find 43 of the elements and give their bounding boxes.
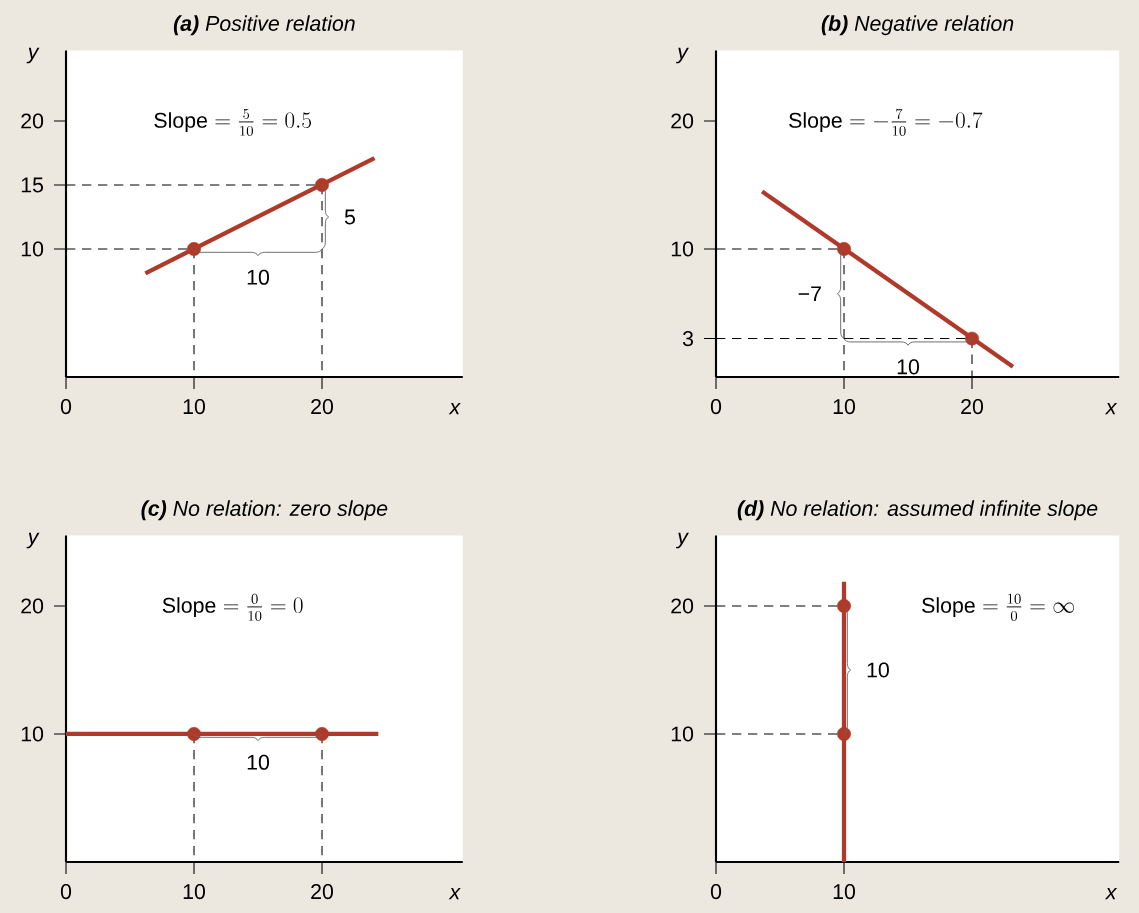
y-tick-label: 20 — [671, 113, 694, 129]
annotation: 10 — [247, 754, 270, 770]
x-tick-label: 20 — [311, 399, 334, 415]
chart-title: (c) No relation: zero slope — [141, 500, 388, 521]
y-tick-label: 20 — [21, 113, 44, 129]
y-axis-title: y — [676, 47, 689, 64]
y-tick-label: 10 — [21, 726, 44, 742]
x-tick-label: 0 — [710, 884, 722, 900]
annotation: 10 — [867, 662, 889, 678]
x-tick-label: 10 — [833, 884, 856, 900]
x-axis-title: x — [448, 403, 461, 415]
x-axis-title: x — [448, 888, 461, 900]
y-tick-label: 20 — [21, 598, 44, 614]
y-tick-label: 10 — [671, 726, 694, 742]
annotation: $\mathrm{Slope} = \frac{5}{10} = 0.5$ — [154, 108, 311, 136]
y-axis-title: y — [676, 532, 689, 549]
chart-title: (d) No relation: assumed infinite slope — [737, 500, 1098, 521]
x-axis-title: x — [1104, 403, 1118, 415]
y-axis-title: y — [26, 47, 40, 64]
annotation: $\mathrm{Slope} = -\frac{7}{10} = -0.7$ — [789, 108, 983, 136]
chart-title: (b) Negative relation — [821, 15, 1014, 36]
annotation: 10 — [897, 359, 920, 375]
y-tick-label: 3 — [682, 331, 694, 347]
y-axis-title: y — [26, 532, 40, 549]
annotation: 5 — [344, 209, 356, 225]
x-axis-title: x — [1104, 888, 1118, 900]
annotation: −7 — [798, 286, 821, 302]
annotation: $\mathrm{Slope} = \frac{0}{10} = 0$ — [162, 593, 303, 621]
y-tick-label: 10 — [671, 241, 694, 257]
x-tick-label: 0 — [60, 884, 72, 900]
x-tick-label: 20 — [961, 399, 984, 415]
x-tick-label: 10 — [833, 399, 856, 415]
x-tick-label: 10 — [183, 399, 206, 415]
y-tick-label: 15 — [21, 177, 44, 193]
x-tick-label: 10 — [183, 884, 206, 900]
annotation: $\mathrm{Slope} = \frac{10}{0} = \infty$ — [922, 593, 1075, 621]
chart-title: (a) Positive relation — [173, 15, 355, 36]
x-tick-label: 0 — [60, 399, 72, 415]
y-tick-label: 20 — [671, 598, 694, 614]
x-tick-label: 0 — [710, 399, 722, 415]
y-tick-label: 10 — [21, 241, 44, 257]
annotation: 10 — [247, 269, 270, 285]
x-tick-label: 20 — [311, 884, 334, 900]
